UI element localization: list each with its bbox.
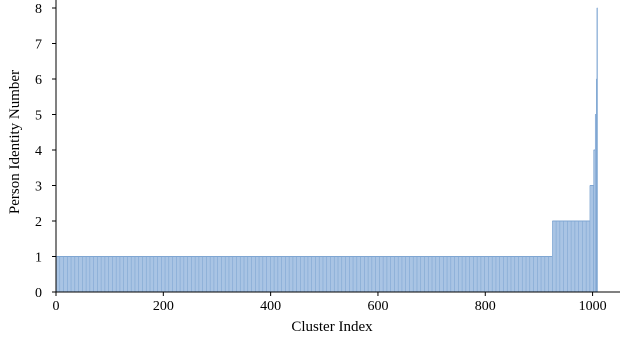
x-tick-label: 0 [53,299,60,314]
y-tick-label: 8 [35,2,42,17]
y-tick-label: 1 [35,251,42,266]
y-tick-label: 3 [35,180,42,195]
ticks-group: 0 200 400 600 800 1000 0 1 2 3 4 5 6 7 8 [35,2,607,314]
bar-segment-6-edges [596,8,598,292]
bar-segment-0-edges [55,256,553,292]
y-tick-label: 7 [35,38,42,53]
y-tick-label: 5 [35,109,42,124]
bars-group [55,7,598,292]
axes-group [55,0,620,293]
x-tick-label: 1000 [579,299,607,314]
bar-segment-2 [589,185,594,292]
bar-segment-1-edges [552,221,591,292]
bar-segment-4 [595,114,597,292]
x-tick-label: 600 [367,299,388,314]
x-tick-label: 200 [153,299,174,314]
x-axis-title: Cluster Index [291,319,373,335]
y-axis-title: Person Identity Number [7,70,23,214]
y-tick-label: 2 [35,215,42,230]
bar-segment-3 [593,150,596,292]
x-tick-label: 800 [475,299,496,314]
y-tick-label: 6 [35,73,42,88]
x-tick-label: 400 [260,299,281,314]
y-tick-label: 0 [35,286,42,301]
y-tick-label: 4 [35,144,42,159]
